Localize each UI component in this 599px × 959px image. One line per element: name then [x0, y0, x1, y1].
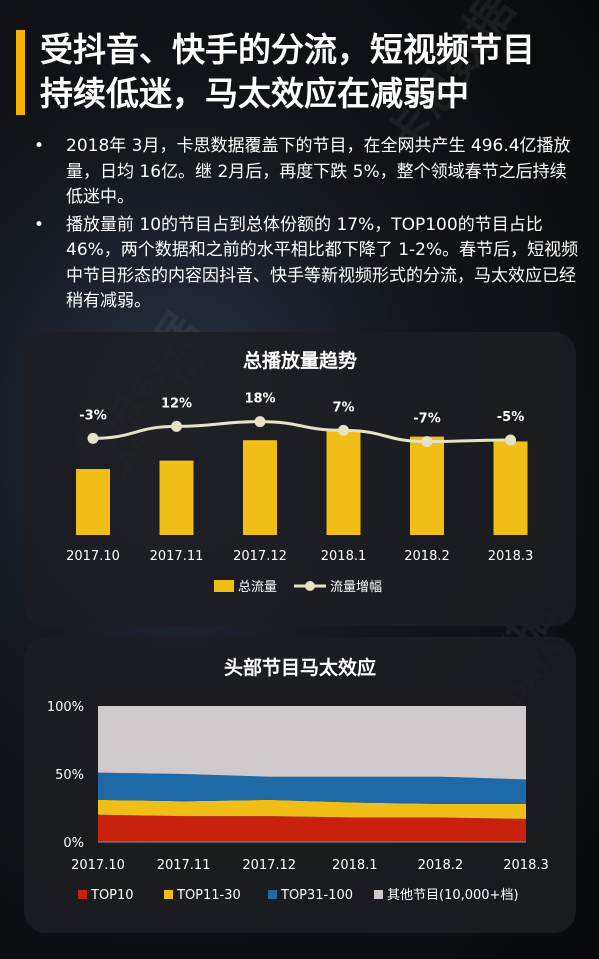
chart-card-matthew-effect: 头部节目马太效应 100% 50% 0% 2017.10 2017.11 2017.12 2…	[24, 637, 576, 933]
legend-label: TOP31-100	[280, 888, 353, 903]
area-series	[98, 814, 526, 842]
legend-label: 流量增幅	[330, 580, 382, 595]
legend-label: 总流量	[238, 580, 277, 595]
bullet-item: • 2018年 3月，卡思数据覆盖下的节目，在全网共产生 496.4亿播放量，日…	[28, 134, 580, 211]
total-views-chart: -3% 12% 18% 7% -7% -5% 2017.10 2017.11 2017.12 20…	[66, 392, 534, 595]
legend-label: TOP11-30	[176, 888, 241, 903]
page-title: 受抖音、快手的分流，短视频节目 持续低迷，马太效应在减弱中	[40, 28, 585, 116]
chart-title: 头部节目马太效应	[223, 657, 376, 679]
bullet-text: 2018年 3月，卡思数据覆盖下的节目，在全网共产生 496.4亿播放量，日均 …	[66, 136, 571, 207]
bar-total-views	[76, 469, 110, 535]
legend-label: 其他节目(10,000+档)	[387, 888, 519, 903]
bar-total-views	[243, 440, 277, 535]
growth-point	[254, 416, 266, 428]
x-tick-label: 2017.10	[66, 549, 120, 564]
bullet-dot: •	[34, 136, 45, 156]
growth-point	[505, 434, 516, 446]
growth-point	[171, 420, 182, 432]
x-tick-label: 2018.2	[418, 858, 464, 873]
x-tick-label: 2018.2	[404, 549, 450, 564]
legend-swatch	[268, 890, 277, 899]
area-series	[98, 706, 526, 780]
x-tick-label: 2017.10	[71, 858, 125, 873]
y-tick-label: 50%	[55, 768, 84, 783]
growth-data-label: 18%	[244, 392, 275, 407]
legend-swatch-marker	[305, 581, 315, 591]
growth-data-label: -5%	[497, 410, 524, 425]
bullet-dot: •	[34, 214, 45, 235]
x-tick-label: 2018.3	[488, 549, 534, 564]
page-title-line-1: 受抖音、快手的分流，短视频节目	[40, 30, 535, 69]
x-tick-label: 2017.12	[233, 549, 287, 564]
growth-data-label: -7%	[413, 412, 440, 427]
x-tick-label: 2017.11	[150, 549, 204, 564]
growth-point	[421, 436, 433, 448]
area-series	[98, 772, 526, 804]
legend-swatch-bar	[214, 580, 234, 592]
growth-data-label: 12%	[161, 396, 192, 411]
bar-total-views	[159, 460, 194, 535]
matthew-effect-chart: 100% 50% 0% 2017.10 2017.11 2017.12 2018.1 2018…	[47, 700, 549, 903]
growth-point	[87, 432, 99, 444]
bar-total-views	[493, 441, 528, 535]
x-tick-label: 2018.1	[321, 549, 367, 564]
legend-swatch	[78, 890, 87, 899]
growth-data-label: -3%	[79, 408, 106, 423]
area-series	[98, 799, 526, 819]
x-tick-label: 2017.12	[242, 858, 296, 873]
growth-point	[338, 424, 349, 436]
x-tick-label: 2018.1	[332, 858, 378, 873]
chart-card-total-views: 总播放量趋势 -3% 12% 18% 7% -7% -5% 2017.10 2017.11 20…	[24, 332, 576, 626]
legend-swatch	[374, 890, 383, 899]
growth-line	[92, 420, 511, 444]
legend-swatch	[164, 890, 173, 899]
title-accent-bar	[16, 30, 25, 115]
page-title-line-2: 持续低迷，马太效应在减弱中	[40, 74, 469, 113]
bar-total-views	[410, 436, 444, 535]
x-tick-label: 2017.11	[157, 858, 211, 873]
y-tick-label: 0%	[63, 836, 84, 851]
bar-total-views	[326, 429, 361, 535]
bullet-text: 播放量前 10的节目占到总体份额的 17%，TOP100的节目占比 46%，两个…	[66, 214, 579, 312]
bullet-list: • 2018年 3月，卡思数据覆盖下的节目，在全网共产生 496.4亿播放量，日…	[28, 134, 580, 317]
bullet-item: • 播放量前 10的节目占到总体份额的 17%，TOP100的节目占比 46%，…	[28, 213, 580, 315]
legend-label: TOP10	[90, 888, 134, 903]
chart-title: 总播放量趋势	[242, 350, 357, 372]
y-tick-label: 100%	[47, 700, 84, 715]
x-tick-label: 2018.3	[503, 858, 549, 873]
growth-data-label: 7%	[332, 400, 354, 415]
